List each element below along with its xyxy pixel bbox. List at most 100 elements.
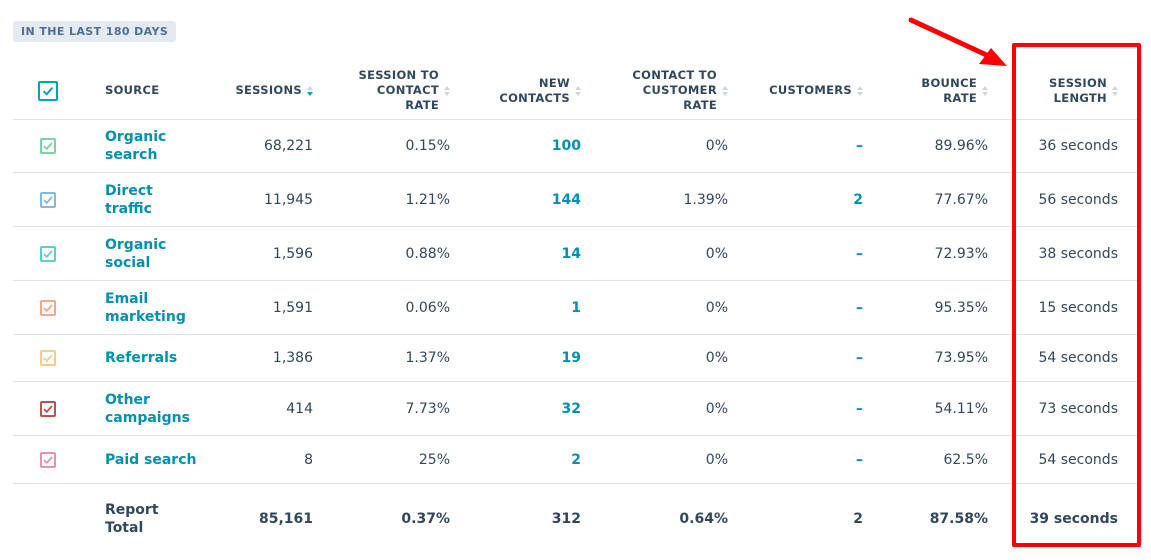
row-checkbox[interactable] [40, 451, 56, 468]
table-row: Paid search 8 25% 2 0% – 62.5% 54 second… [13, 436, 1137, 484]
source-link[interactable]: Organic search [105, 129, 167, 163]
select-all-checkbox[interactable] [38, 80, 58, 101]
session-to-contact-rate-value: 0.06% [405, 299, 450, 316]
total-new-contacts: 312 [551, 511, 581, 527]
table-row: Other campaigns 414 7.73% 32 0% – 54.11% … [13, 382, 1137, 436]
date-range-badge: IN THE LAST 180 DAYS [13, 21, 177, 42]
sources-table: SOURCE SESSIONS SESSION TO CONTACT RATE NE… [13, 62, 1137, 554]
new-contacts-link[interactable]: 144 [551, 191, 581, 208]
sort-icon [307, 85, 313, 96]
column-header-source[interactable]: SOURCE [105, 83, 160, 97]
session-to-contact-rate-value: 0.15% [405, 138, 450, 154]
row-checkbox[interactable] [40, 245, 56, 262]
bounce-rate-value: 54.11% [934, 400, 988, 417]
annotation-arrow [908, 17, 1007, 66]
table-row: Referrals 1,386 1.37% 19 0% – 73.95% 54 … [13, 335, 1137, 382]
checkmark-icon [43, 455, 53, 464]
source-link[interactable]: Other campaigns [105, 391, 190, 426]
sessions-value: 414 [286, 400, 313, 417]
customers-value: – [856, 245, 863, 262]
bounce-rate-value: 95.35% [934, 299, 988, 316]
new-contacts-link[interactable]: 1 [571, 299, 581, 316]
source-link[interactable]: Email marketing [105, 290, 186, 325]
report-total-row: Report Total 85,161 0.37% 312 0.64% 2 87.… [13, 484, 1137, 554]
session-to-contact-rate-value: 0.88% [405, 245, 450, 262]
sort-icon [575, 85, 581, 96]
total-customers: 2 [853, 511, 863, 527]
checkmark-icon [43, 354, 53, 363]
row-checkbox[interactable] [40, 400, 56, 417]
sessions-value: 1,596 [272, 245, 313, 262]
row-checkbox[interactable] [40, 191, 56, 208]
session-length-value: 73 seconds [1038, 400, 1119, 417]
checkmark-icon [43, 142, 53, 151]
sessions-value: 8 [304, 451, 313, 468]
new-contacts-link[interactable]: 2 [571, 451, 581, 468]
customers-value: – [856, 350, 863, 366]
bounce-rate-value: 62.5% [943, 451, 988, 468]
checkmark-icon [43, 195, 53, 204]
sessions-value: 11,945 [264, 191, 313, 208]
sort-icon [857, 85, 863, 96]
sessions-value: 68,221 [264, 138, 313, 154]
sort-icon [982, 85, 988, 96]
new-contacts-link[interactable]: 14 [561, 245, 581, 262]
column-header-bounce-rate[interactable]: BOUNCE RATE [893, 62, 988, 119]
total-contact-to-customer-rate: 0.64% [679, 511, 728, 527]
session-length-value: 54 seconds [1038, 451, 1119, 468]
session-length-value: 54 seconds [1038, 350, 1119, 366]
column-header-new-contacts[interactable]: NEW CONTACTS [483, 62, 581, 119]
session-length-highlight-box [1012, 43, 1141, 547]
table-row: Organic search 68,221 0.15% 100 0% – 89.9… [13, 120, 1137, 173]
sessions-value: 1,591 [272, 299, 313, 316]
column-header-sessions[interactable]: SESSIONS [218, 62, 313, 119]
session-to-contact-rate-value: 1.21% [405, 191, 450, 208]
customers-value: – [856, 400, 863, 417]
total-session-to-contact-rate: 0.37% [401, 511, 450, 527]
column-header-customers[interactable]: CUSTOMERS [753, 62, 863, 119]
column-header-contact-to-customer-rate[interactable]: CONTACT TO CUSTOMER RATE [618, 62, 728, 119]
checkmark-icon [43, 404, 53, 413]
column-header-session-to-contact-rate[interactable]: SESSION TO CONTACT RATE [333, 62, 450, 119]
session-length-value: 38 seconds [1038, 245, 1119, 262]
checkmark-icon [43, 303, 53, 312]
customers-link[interactable]: 2 [853, 191, 863, 208]
sort-icon [722, 85, 728, 96]
row-checkbox[interactable] [40, 138, 56, 154]
checkmark-icon [43, 249, 53, 258]
bounce-rate-value: 72.93% [934, 245, 988, 262]
session-length-value: 56 seconds [1038, 191, 1119, 208]
session-to-contact-rate-value: 25% [418, 451, 450, 468]
table-row: Email marketing 1,591 0.06% 1 0% – 95.35%… [13, 281, 1137, 335]
total-bounce-rate: 87.58% [929, 511, 988, 527]
new-contacts-link[interactable]: 32 [561, 400, 581, 417]
source-link[interactable]: Referrals [105, 350, 178, 366]
new-contacts-link[interactable]: 100 [551, 138, 581, 154]
contact-to-customer-rate-value: 1.39% [683, 191, 728, 208]
contact-to-customer-rate-value: 0% [705, 138, 728, 154]
row-checkbox[interactable] [40, 299, 56, 316]
sort-icon [1112, 85, 1118, 96]
report-total-label: Report Total [105, 502, 159, 536]
bounce-rate-value: 77.67% [934, 191, 988, 208]
row-checkbox[interactable] [40, 350, 56, 366]
customers-value: – [856, 299, 863, 316]
source-link[interactable]: Paid search [105, 451, 197, 468]
total-session-length: 39 seconds [1029, 511, 1118, 527]
contact-to-customer-rate-value: 0% [705, 245, 728, 262]
source-link[interactable]: Direct traffic [105, 182, 153, 217]
table-header-row: SOURCE SESSIONS SESSION TO CONTACT RATE NE… [13, 62, 1137, 120]
source-link[interactable]: Organic social [105, 236, 167, 271]
customers-value: – [856, 138, 863, 154]
column-header-session-length[interactable]: SESSION LENGTH [1018, 62, 1118, 119]
contact-to-customer-rate-value: 0% [705, 350, 728, 366]
session-to-contact-rate-value: 7.73% [405, 400, 450, 417]
contact-to-customer-rate-value: 0% [705, 400, 728, 417]
checkmark-icon [42, 86, 54, 96]
session-to-contact-rate-value: 1.37% [405, 350, 450, 366]
customers-value: – [856, 451, 863, 468]
bounce-rate-value: 73.95% [934, 350, 988, 366]
new-contacts-link[interactable]: 19 [561, 350, 581, 366]
bounce-rate-value: 89.96% [934, 138, 988, 154]
session-length-value: 15 seconds [1038, 299, 1119, 316]
